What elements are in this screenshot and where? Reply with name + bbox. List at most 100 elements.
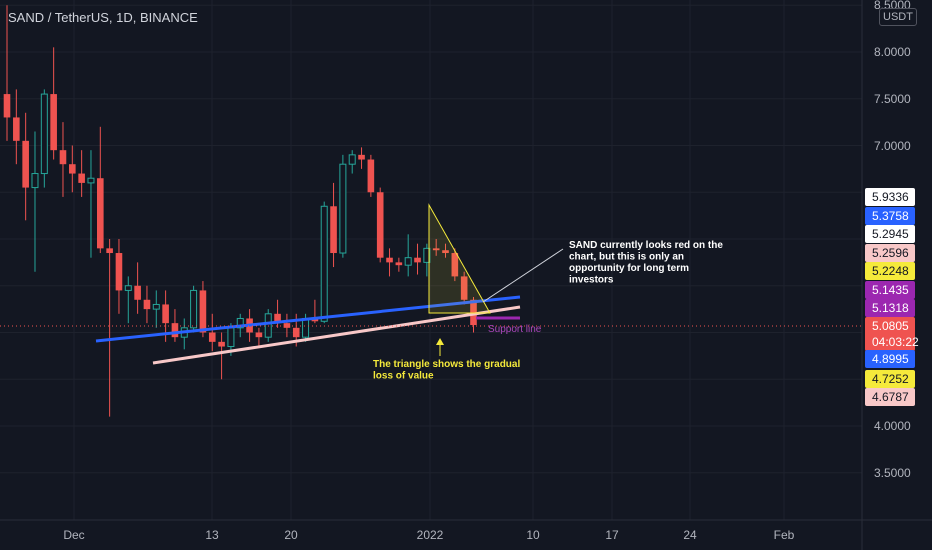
price-label: 5.2248 [865,262,915,280]
price-label: 5.1435 [865,281,915,299]
candle-body [423,247,431,263]
candle-body [432,248,440,251]
triangle-pattern[interactable] [428,203,491,314]
candle-body [78,173,85,183]
candle-body [143,299,151,310]
candle-body [69,164,76,174]
candle-body [218,341,225,347]
price-label-text: 5.2596 [872,246,909,260]
price-label-text: 4.7252 [872,372,909,386]
candle-body [414,257,421,263]
price-label: 4.7252 [865,370,915,388]
candle [106,239,113,417]
candle [87,150,95,258]
price-label-text: 5.1318 [872,301,909,315]
time-tick-label: Dec [63,528,84,542]
candle [460,271,468,305]
candle-body [162,304,169,324]
candle [69,145,76,193]
candle-body [171,323,179,338]
price-label-box [865,188,915,206]
candle-body [22,140,29,188]
price-label-box [865,262,915,280]
candle [134,262,141,314]
candle-body [50,94,57,151]
callout-text: chart, but this is only an [569,252,684,263]
price-labels: 5.9336 5.3758 5.2945 5.2596 5.2248 5.1435 5.13… [865,188,919,406]
candle-body [40,93,48,175]
candle [451,248,459,282]
time-tick-label: Feb [774,528,795,542]
price-label-text: 5.2945 [872,227,909,241]
callout-text: investors [569,275,614,286]
time-axis[interactable]: Dec 13 20 2022 10 17 24 Feb [63,528,794,542]
candle [358,147,365,169]
candle-body [283,323,291,328]
price-label-text: 5.0805 [872,319,909,333]
price-tick-label: 3.5000 [874,466,911,480]
price-label-text: 4.8995 [872,352,909,366]
blue-trendline[interactable] [95,295,521,343]
price-label: 5.0805 04:03:22 [865,317,919,351]
candle-body [358,154,365,160]
currency-unit-badge[interactable]: USDT [879,8,917,26]
candle-body [115,253,123,291]
candle-body [227,327,235,348]
triangle-note-text: The triangle shows the gradual [373,359,520,370]
candle [376,187,384,263]
chart-title: SAND / TetherUS, 1D, BINANCE [8,10,198,25]
candle [348,150,356,174]
candle-body [31,173,39,189]
candle [143,285,151,324]
candle-body [302,317,310,338]
callout-text: SAND currently looks red on the [569,240,723,251]
price-label-box [865,225,915,243]
candle [190,285,198,333]
pink-support-trendline[interactable] [152,305,521,365]
price-label-box [865,388,915,406]
price-label-text: 5.3758 [872,209,909,223]
candle [124,276,132,324]
price-label-text: 5.1435 [872,283,909,297]
price-tick-label: 7.0000 [874,139,911,153]
candle [320,201,328,324]
candle [386,248,393,277]
candle-body [395,262,403,266]
candle-body [190,289,198,329]
time-tick-label: 2022 [417,528,444,542]
price-label-box [865,207,915,225]
price-label-box [865,370,915,388]
candle-body [404,257,412,266]
candle [199,281,207,338]
candle [218,332,225,380]
candle [432,239,440,256]
price-label-text: 5.9336 [872,190,909,204]
candle [423,243,431,277]
price-tick-label: 8.0000 [874,45,911,59]
candle-body [460,276,468,300]
candle [31,131,39,272]
candle-body [367,159,375,193]
support-line-label: Support line [488,324,542,335]
candle-body [320,205,328,322]
candle [50,47,57,160]
candle-body [97,178,104,249]
candle [40,89,48,188]
price-label: 5.2945 [865,225,915,243]
candle-body [348,154,356,165]
candle-body [87,177,95,184]
price-tick-label: 4.0000 [874,419,911,433]
candle-body [13,117,20,141]
time-tick-label: 24 [683,528,697,542]
candle-body [442,250,449,254]
price-label-box [865,350,915,368]
chart-grid [0,0,862,520]
candle-body [3,94,11,118]
candle [283,313,291,338]
price-label-text: 4.6787 [872,390,909,404]
candle [180,318,188,350]
